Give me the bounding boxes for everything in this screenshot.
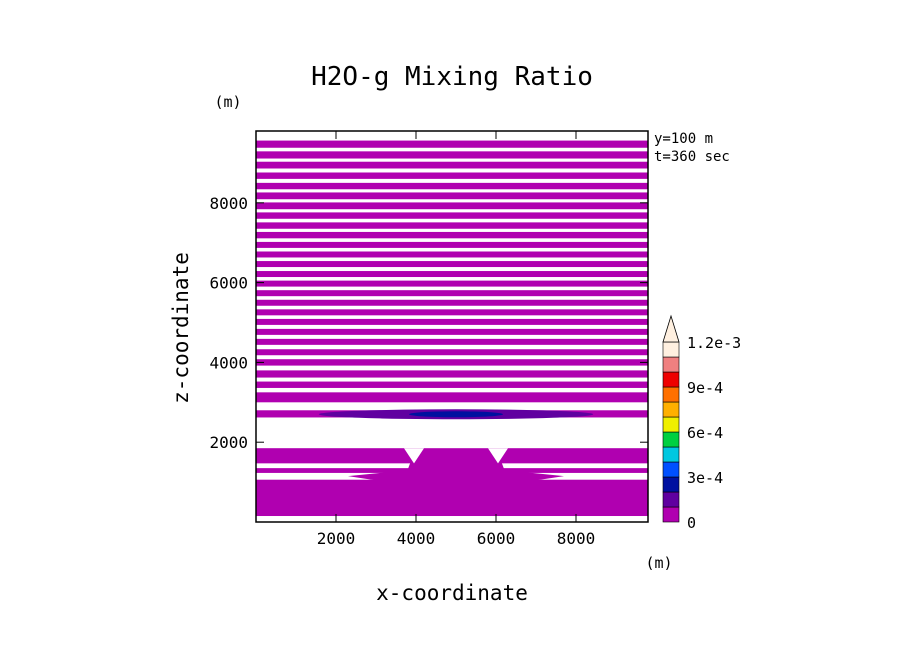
colorbar-label: 1.2e-3 <box>687 334 741 352</box>
chart-title: H2O-g Mixing Ratio <box>311 62 593 92</box>
plume-notch <box>404 448 424 464</box>
contour-band <box>256 271 648 278</box>
contour-band <box>256 381 648 388</box>
x-tick-label: 4000 <box>397 529 436 548</box>
contour-band <box>256 222 648 229</box>
contour-band <box>256 370 648 378</box>
contour-band <box>256 172 648 179</box>
contour-band <box>256 349 648 356</box>
plume-notch <box>488 448 508 464</box>
colorbar-extend-arrow <box>662 314 680 343</box>
info-line: y=100 m <box>654 131 713 147</box>
colorbar-swatch <box>662 371 680 388</box>
colorbar-swatch <box>662 386 680 403</box>
contour-band <box>256 261 648 268</box>
contour-band <box>256 280 648 287</box>
colorbar-swatch <box>662 416 680 433</box>
axes: 2000 4000 6000 8000 2000 4000 6000 8000 <box>209 130 649 548</box>
x-axis-label: x-coordinate <box>376 581 528 605</box>
contour-band <box>256 241 648 248</box>
colorbar-swatch <box>662 341 680 358</box>
colorbar-swatch <box>662 461 680 478</box>
contour-band <box>256 151 648 159</box>
contour-band <box>256 299 648 306</box>
contour-band <box>256 392 648 403</box>
contour-band <box>256 212 648 219</box>
colorbar-swatch <box>662 491 680 508</box>
contour-band <box>256 251 648 258</box>
contour-plot <box>256 140 648 517</box>
contour-band <box>256 192 648 200</box>
info-line: t=360 sec <box>654 149 730 165</box>
colorbar-swatch <box>662 401 680 418</box>
contour-band <box>256 359 648 366</box>
plot-frame <box>255 130 649 523</box>
x-tick-label: 8000 <box>557 529 596 548</box>
colorbar-label: 6e-4 <box>687 424 723 442</box>
contour-band <box>256 338 648 345</box>
x-tick-label: 2000 <box>317 529 356 548</box>
colorbar-label: 9e-4 <box>687 379 723 397</box>
max-lens-inner <box>408 411 504 418</box>
contour-band <box>256 448 648 464</box>
colorbar-label: 0 <box>687 514 696 532</box>
x-tick-label: 6000 <box>477 529 516 548</box>
contour-band <box>256 182 648 190</box>
y-unit-label: (m) <box>214 93 241 111</box>
colorbar-swatch <box>662 506 680 523</box>
contour-band <box>256 202 648 210</box>
contour-band <box>256 328 648 335</box>
contour-band <box>256 140 648 148</box>
colorbar-swatch <box>662 476 680 493</box>
colorbar-swatch <box>662 356 680 373</box>
plume-core <box>348 456 564 517</box>
y-tick-label: 2000 <box>209 433 248 452</box>
contour-band <box>256 161 648 169</box>
colorbar-label: 3e-4 <box>687 469 723 487</box>
y-tick-label: 8000 <box>209 194 248 213</box>
colorbar-swatch <box>662 431 680 448</box>
y-tick-label: 6000 <box>209 274 248 293</box>
y-tick-label: 4000 <box>209 353 248 372</box>
colorbar: 0 3e-4 6e-4 9e-4 1.2e-3 <box>662 314 741 532</box>
colorbar-swatch <box>662 446 680 463</box>
contour-band <box>256 231 648 239</box>
contour-band <box>256 290 648 297</box>
contour-band <box>256 318 648 325</box>
x-unit-label: (m) <box>645 554 672 572</box>
contour-band <box>256 309 648 316</box>
y-axis-label: z-coordinate <box>169 252 193 404</box>
